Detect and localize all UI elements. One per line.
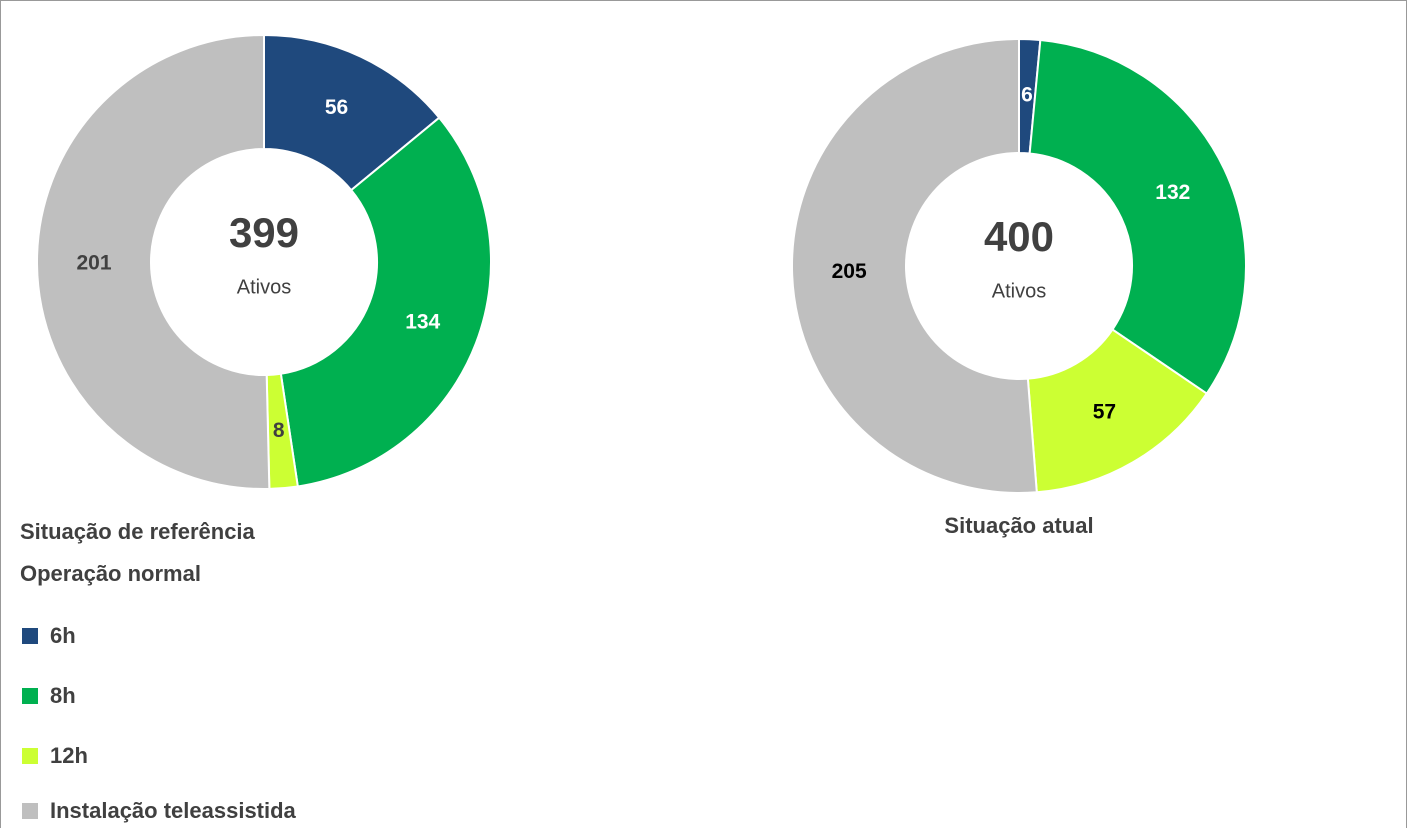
- legend-swatch: [22, 628, 38, 644]
- legend-label: 12h: [50, 743, 88, 768]
- data-label: 201: [76, 252, 111, 275]
- center-label: Ativos: [992, 280, 1046, 302]
- data-label: 205: [832, 260, 867, 283]
- legend-label: 8h: [50, 683, 76, 708]
- chart-title: Situação atual: [944, 513, 1093, 538]
- data-label: 57: [1093, 401, 1116, 424]
- legend-swatch: [22, 748, 38, 764]
- center-value: 400: [984, 213, 1054, 260]
- center-label: Ativos: [237, 276, 291, 298]
- legend-swatch: [22, 688, 38, 704]
- legend-label: 6h: [50, 623, 76, 648]
- data-label: 56: [325, 96, 348, 119]
- data-label: 132: [1155, 181, 1190, 204]
- donut-slice: [36, 33, 271, 490]
- data-label: 134: [405, 310, 440, 333]
- donut-slice: [1028, 38, 1248, 395]
- donut-slice: [1026, 328, 1209, 494]
- legend-label: Instalação teleassistida: [50, 798, 297, 823]
- donut-slice: [279, 116, 492, 488]
- chart-subtitle: Operação normal: [20, 561, 201, 586]
- center-value: 399: [229, 209, 299, 256]
- chart-title: Situação de referência: [20, 519, 256, 544]
- donut-slice: [791, 37, 1038, 494]
- legend-swatch: [22, 803, 38, 819]
- data-label: 6: [1021, 84, 1033, 107]
- data-label: 8: [273, 419, 285, 442]
